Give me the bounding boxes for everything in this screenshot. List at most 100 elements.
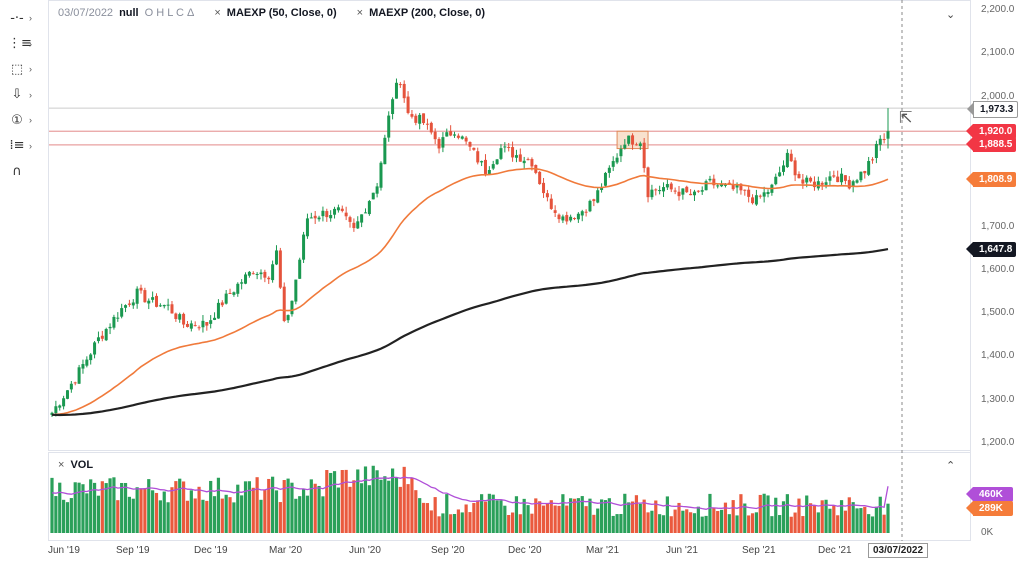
candle[interactable]	[50, 412, 54, 415]
volume-bar[interactable]	[278, 502, 282, 533]
candle[interactable]	[483, 159, 487, 174]
volume-bar[interactable]	[62, 499, 66, 533]
volume-bar[interactable]	[677, 502, 681, 533]
volume-bar[interactable]	[727, 514, 731, 533]
volume-bar[interactable]	[878, 496, 882, 533]
volume-bar[interactable]	[808, 503, 813, 533]
volume-bar[interactable]	[255, 477, 259, 533]
candle[interactable]	[878, 138, 882, 145]
candle[interactable]	[538, 171, 542, 185]
volume-bar[interactable]	[154, 492, 159, 533]
candle[interactable]	[584, 211, 588, 213]
volume-bar[interactable]	[793, 512, 797, 533]
candle[interactable]	[209, 320, 213, 324]
candle[interactable]	[54, 406, 58, 414]
candle[interactable]	[364, 212, 367, 214]
volume-bar[interactable]	[329, 472, 333, 533]
volume-bar[interactable]	[859, 508, 863, 533]
volume-bar[interactable]	[100, 481, 104, 533]
candle[interactable]	[437, 138, 441, 149]
volume-bar[interactable]	[704, 515, 708, 533]
candle[interactable]	[85, 359, 89, 366]
candle[interactable]	[429, 122, 433, 133]
candle[interactable]	[638, 143, 642, 147]
candle[interactable]	[789, 153, 793, 162]
volume-bar[interactable]	[731, 500, 735, 533]
candle[interactable]	[549, 198, 553, 209]
volume-bar[interactable]	[414, 490, 418, 533]
candle[interactable]	[232, 292, 236, 295]
candle[interactable]	[774, 176, 778, 185]
candle[interactable]	[754, 195, 758, 205]
volume-bar[interactable]	[735, 515, 739, 533]
volume-bar[interactable]	[642, 499, 646, 533]
volume-bar[interactable]	[661, 515, 666, 533]
volume-bar[interactable]	[855, 508, 859, 533]
candle[interactable]	[809, 177, 813, 182]
volume-bar[interactable]	[692, 513, 697, 533]
remove-ma200-button[interactable]: ×	[356, 7, 364, 19]
candle[interactable]	[298, 259, 302, 279]
volume-bar[interactable]	[247, 481, 251, 533]
candle[interactable]	[329, 215, 333, 219]
volume-bar[interactable]	[572, 498, 577, 533]
volume-bar[interactable]	[232, 502, 236, 533]
ma50-line[interactable]	[51, 167, 889, 416]
candle[interactable]	[220, 302, 224, 306]
candle[interactable]	[348, 217, 352, 222]
candle[interactable]	[619, 149, 623, 157]
candle[interactable]	[135, 288, 139, 304]
candle[interactable]	[576, 213, 580, 220]
candle[interactable]	[631, 135, 635, 145]
candle[interactable]	[422, 113, 426, 124]
volume-bar[interactable]	[565, 505, 569, 533]
candle[interactable]	[414, 115, 418, 123]
volume-bar[interactable]	[619, 514, 623, 533]
candle[interactable]	[522, 160, 526, 164]
candle[interactable]	[398, 84, 402, 86]
volume-bar[interactable]	[843, 510, 848, 533]
candle[interactable]	[244, 274, 248, 284]
volume-bar[interactable]	[472, 503, 476, 533]
volume-bar[interactable]	[418, 498, 422, 533]
candle[interactable]	[224, 293, 228, 304]
volume-bar[interactable]	[545, 503, 550, 533]
volume-bar[interactable]	[363, 466, 368, 533]
candle[interactable]	[69, 383, 73, 390]
candle[interactable]	[89, 354, 93, 361]
candle[interactable]	[855, 180, 859, 183]
candle[interactable]	[766, 191, 770, 195]
volume-bar[interactable]	[410, 477, 414, 533]
volume-bar[interactable]	[236, 484, 240, 533]
volume-bar[interactable]	[553, 505, 557, 533]
crosshair-tool-button[interactable]: -·- ›	[8, 8, 38, 28]
volume-bar[interactable]	[700, 516, 704, 533]
candle[interactable]	[832, 175, 836, 177]
candle[interactable]	[681, 188, 685, 195]
volume-bar[interactable]	[201, 499, 205, 533]
volume-bar[interactable]	[112, 477, 116, 533]
candle[interactable]	[689, 193, 693, 196]
candle[interactable]	[751, 197, 755, 204]
trend-line-tool-button[interactable]: ⋮≡ ›	[8, 34, 38, 54]
candle[interactable]	[433, 131, 437, 140]
candle[interactable]	[251, 273, 255, 275]
volume-bar[interactable]	[801, 516, 805, 533]
rectangle-tool-button[interactable]: ⬚ ›	[8, 59, 38, 79]
candle[interactable]	[871, 159, 875, 161]
candle[interactable]	[573, 218, 576, 220]
volume-bar[interactable]	[510, 512, 515, 533]
volume-bar[interactable]	[398, 486, 402, 533]
volume-bar[interactable]	[723, 502, 728, 533]
volume-bar[interactable]	[367, 485, 371, 533]
volume-bar[interactable]	[294, 498, 298, 533]
candle[interactable]	[669, 183, 673, 190]
volume-bar[interactable]	[851, 502, 855, 533]
candle[interactable]	[588, 200, 592, 212]
candle[interactable]	[801, 179, 805, 184]
candle[interactable]	[197, 327, 201, 329]
candle[interactable]	[151, 297, 155, 300]
candle[interactable]	[658, 189, 662, 192]
candle[interactable]	[716, 185, 720, 187]
